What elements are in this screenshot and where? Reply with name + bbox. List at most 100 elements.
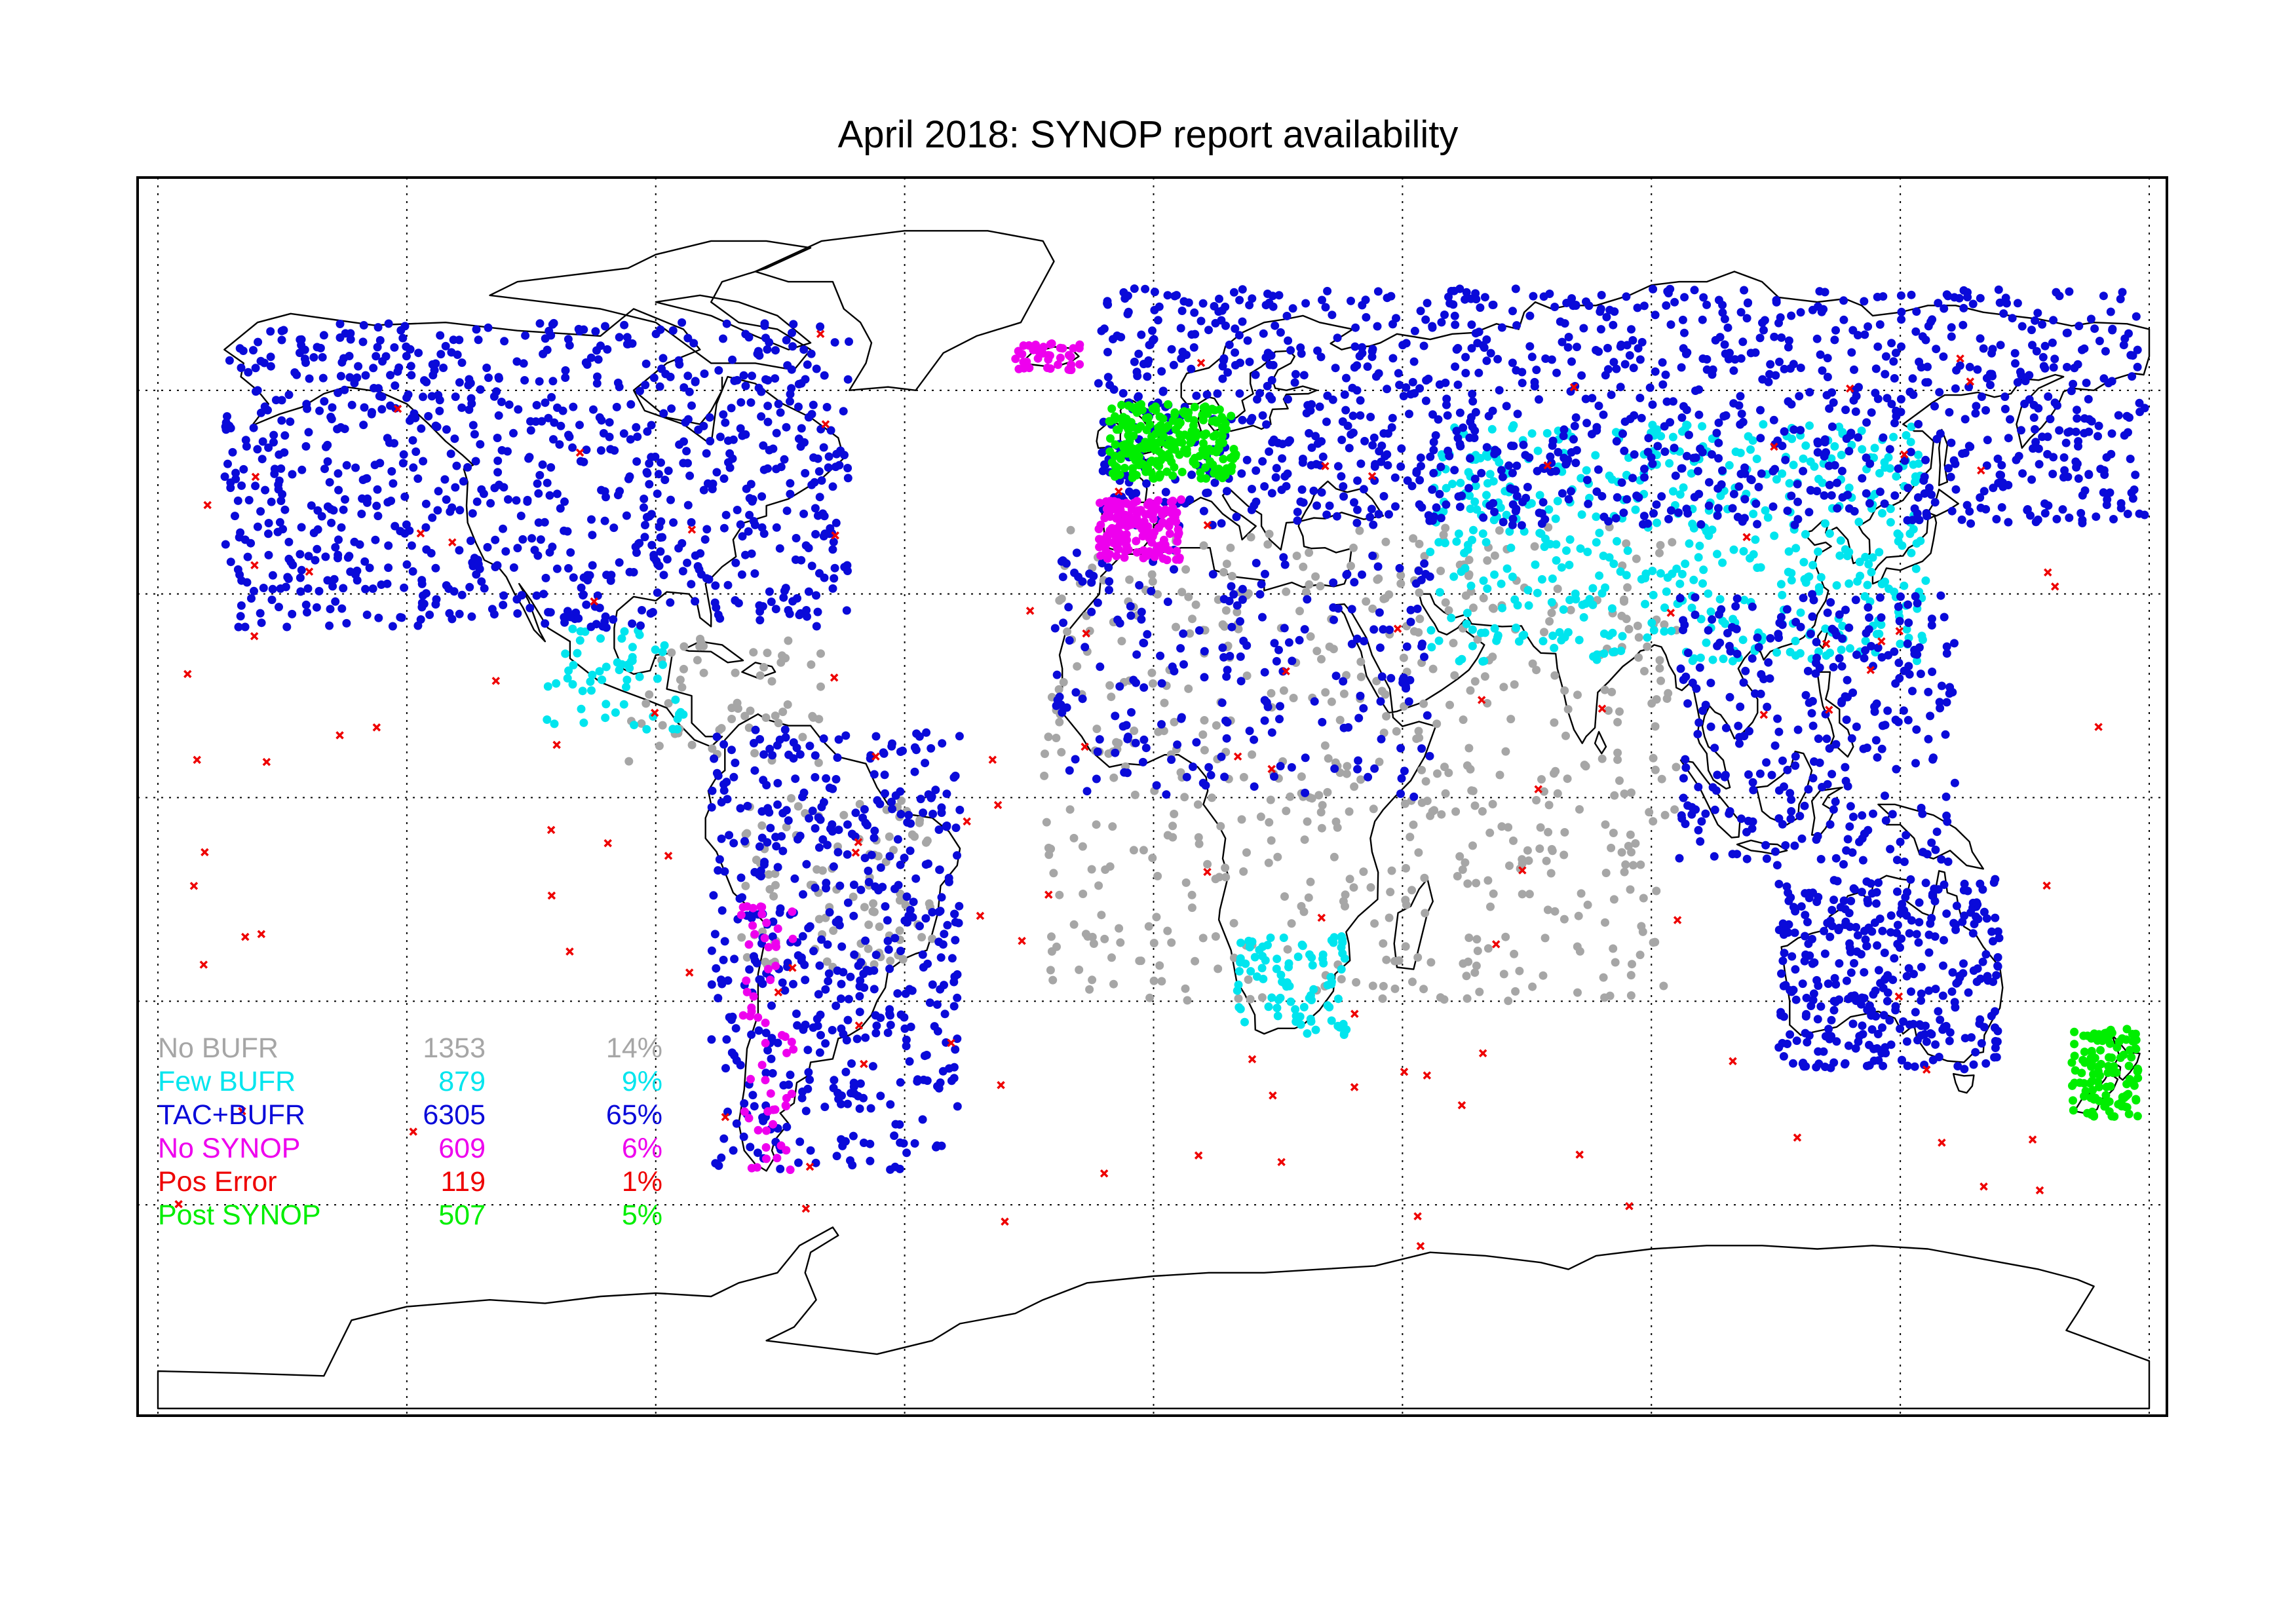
station-marker-tac-bufr xyxy=(341,495,349,504)
station-marker-tac-bufr xyxy=(1153,316,1162,325)
station-marker-few-bufr xyxy=(1456,478,1465,487)
station-marker-few-bufr xyxy=(635,672,644,681)
station-marker-tac-bufr xyxy=(1103,348,1112,356)
station-marker-no-bufr xyxy=(1212,721,1221,730)
station-marker-tac-bufr xyxy=(1322,417,1331,426)
station-marker-tac-bufr xyxy=(1851,407,1860,416)
station-marker-tac-bufr xyxy=(1370,764,1379,773)
station-marker-tac-bufr xyxy=(837,979,846,989)
station-marker-tac-bufr xyxy=(1567,448,1576,457)
station-marker-tac-bufr xyxy=(860,805,869,814)
station-marker-tac-bufr xyxy=(2031,316,2040,325)
station-marker-tac-bufr xyxy=(811,530,820,538)
station-marker-tac-bufr xyxy=(402,352,411,361)
station-marker-tac-bufr xyxy=(871,732,881,741)
station-marker-tac-bufr xyxy=(812,364,821,373)
station-marker-no-bufr xyxy=(742,829,752,838)
station-marker-tac-bufr xyxy=(1725,641,1734,651)
station-marker-tac-bufr xyxy=(410,409,419,418)
station-marker-tac-bufr xyxy=(748,1091,757,1100)
station-marker-tac-bufr xyxy=(893,835,902,844)
station-marker-no-bufr xyxy=(1314,791,1324,800)
station-marker-tac-bufr xyxy=(937,803,946,812)
station-marker-tac-bufr xyxy=(311,556,320,565)
station-marker-tac-bufr xyxy=(552,564,562,573)
station-marker-tac-bufr xyxy=(905,1057,914,1066)
station-marker-tac-bufr xyxy=(1395,381,1404,390)
station-marker-tac-bufr xyxy=(1119,722,1128,731)
station-marker-tac-bufr xyxy=(928,908,937,916)
station-marker-few-bufr xyxy=(588,670,597,679)
station-marker-tac-bufr xyxy=(1902,1037,1911,1046)
station-marker-tac-bufr xyxy=(1059,618,1068,628)
station-marker-tac-bufr xyxy=(2038,320,2047,329)
station-marker-tac-bufr xyxy=(484,323,493,332)
station-marker-tac-bufr xyxy=(801,1020,810,1029)
station-marker-tac-bufr xyxy=(1923,378,1932,387)
station-marker-tac-bufr xyxy=(1914,420,1923,428)
station-marker-tac-bufr xyxy=(417,424,426,433)
station-marker-tac-bufr xyxy=(1725,809,1734,818)
station-marker-no-bufr xyxy=(1216,821,1225,831)
station-marker-tac-bufr xyxy=(612,402,621,411)
station-marker-no-bufr xyxy=(1499,970,1508,979)
station-marker-tac-bufr xyxy=(1687,810,1696,819)
station-marker-tac-bufr xyxy=(1930,498,1940,507)
coast-hispaniola xyxy=(741,662,776,679)
station-marker-tac-bufr xyxy=(1329,578,1338,587)
station-marker-tac-bufr xyxy=(1199,506,1208,516)
station-marker-tac-bufr xyxy=(247,594,256,603)
station-marker-tac-bufr xyxy=(1217,752,1226,761)
station-marker-tac-bufr xyxy=(2004,518,2013,527)
station-marker-few-bufr xyxy=(1728,656,1737,666)
station-marker-tac-bufr xyxy=(647,540,657,550)
station-marker-tac-bufr xyxy=(474,335,483,345)
station-marker-no-bufr xyxy=(1472,935,1482,944)
station-marker-few-bufr xyxy=(1687,469,1696,478)
station-marker-tac-bufr xyxy=(1805,388,1814,397)
station-marker-tac-bufr xyxy=(931,785,940,795)
station-marker-tac-bufr xyxy=(1787,491,1796,500)
station-marker-no-bufr xyxy=(1626,991,1636,1000)
station-marker-few-bufr xyxy=(1327,977,1336,987)
station-marker-tac-bufr xyxy=(221,540,230,549)
station-marker-tac-bufr xyxy=(1065,766,1074,775)
station-marker-tac-bufr xyxy=(1756,406,1765,415)
station-marker-tac-bufr xyxy=(472,570,481,579)
station-marker-few-bufr xyxy=(1868,553,1877,562)
station-marker-tac-bufr xyxy=(754,1148,762,1158)
station-marker-tac-bufr xyxy=(807,349,816,358)
station-marker-no-bufr xyxy=(1052,942,1061,951)
station-marker-tac-bufr xyxy=(400,529,410,538)
station-marker-few-bufr xyxy=(1605,553,1614,562)
station-marker-tac-bufr xyxy=(574,324,583,333)
station-marker-tac-bufr xyxy=(685,387,694,396)
station-marker-tac-bufr xyxy=(951,935,960,945)
station-marker-tac-bufr xyxy=(641,521,649,529)
station-marker-tac-bufr xyxy=(800,960,809,970)
station-marker-tac-bufr xyxy=(890,1162,900,1171)
station-marker-tac-bufr xyxy=(1457,491,1466,500)
station-marker-few-bufr xyxy=(642,725,651,734)
station-marker-tac-bufr xyxy=(2052,514,2061,523)
station-marker-tac-bufr xyxy=(837,1024,846,1033)
station-marker-few-bufr xyxy=(1870,444,1879,453)
station-markers xyxy=(174,284,2149,1251)
station-marker-few-bufr xyxy=(1788,434,1797,444)
station-marker-tac-bufr xyxy=(1843,835,1852,844)
station-marker-no-bufr xyxy=(1633,621,1642,630)
station-marker-tac-bufr xyxy=(1322,510,1331,519)
station-marker-few-bufr xyxy=(1261,956,1270,965)
station-marker-tac-bufr xyxy=(757,492,767,501)
station-marker-no-bufr xyxy=(1226,543,1235,552)
station-marker-tac-bufr xyxy=(1825,744,1834,753)
station-marker-tac-bufr xyxy=(1678,315,1687,324)
station-marker-tac-bufr xyxy=(1883,996,1892,1006)
station-marker-no-bufr xyxy=(895,926,904,935)
station-marker-tac-bufr xyxy=(1786,789,1795,798)
station-marker-tac-bufr xyxy=(1530,382,1539,391)
station-marker-few-bufr xyxy=(1285,981,1294,991)
station-marker-no-bufr xyxy=(1198,730,1208,739)
station-marker-tac-bufr xyxy=(1902,972,1911,981)
station-marker-no-bufr xyxy=(1087,865,1096,874)
